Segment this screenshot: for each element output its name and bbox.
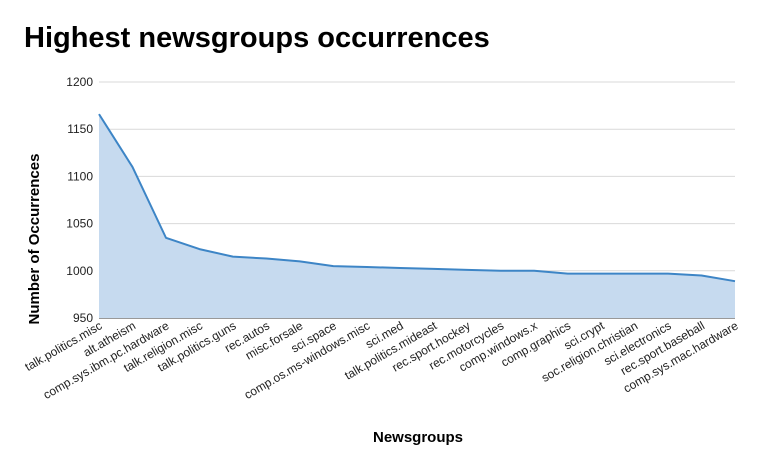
series-line [98,113,736,283]
x-axis-ticks: talk.politics.miscalt.atheismcomp.sys.ib… [22,318,740,402]
x-axis-title: Newsgroups [373,429,463,446]
y-tick-label: 1050 [66,217,93,231]
chart-title: Highest newsgroups occurrences [24,22,490,54]
y-tick-label: 1200 [66,75,93,89]
y-tick-label: 1100 [67,169,93,183]
y-axis-title: Number of Occurrences [26,154,43,325]
series-area [99,114,735,318]
y-tick-label: 1150 [67,122,93,136]
y-tick-label: 1000 [66,264,93,278]
y-tick-label: 950 [73,311,93,325]
y-axis-ticks: 950 1000 1050 1100 1150 1200 [66,75,93,325]
